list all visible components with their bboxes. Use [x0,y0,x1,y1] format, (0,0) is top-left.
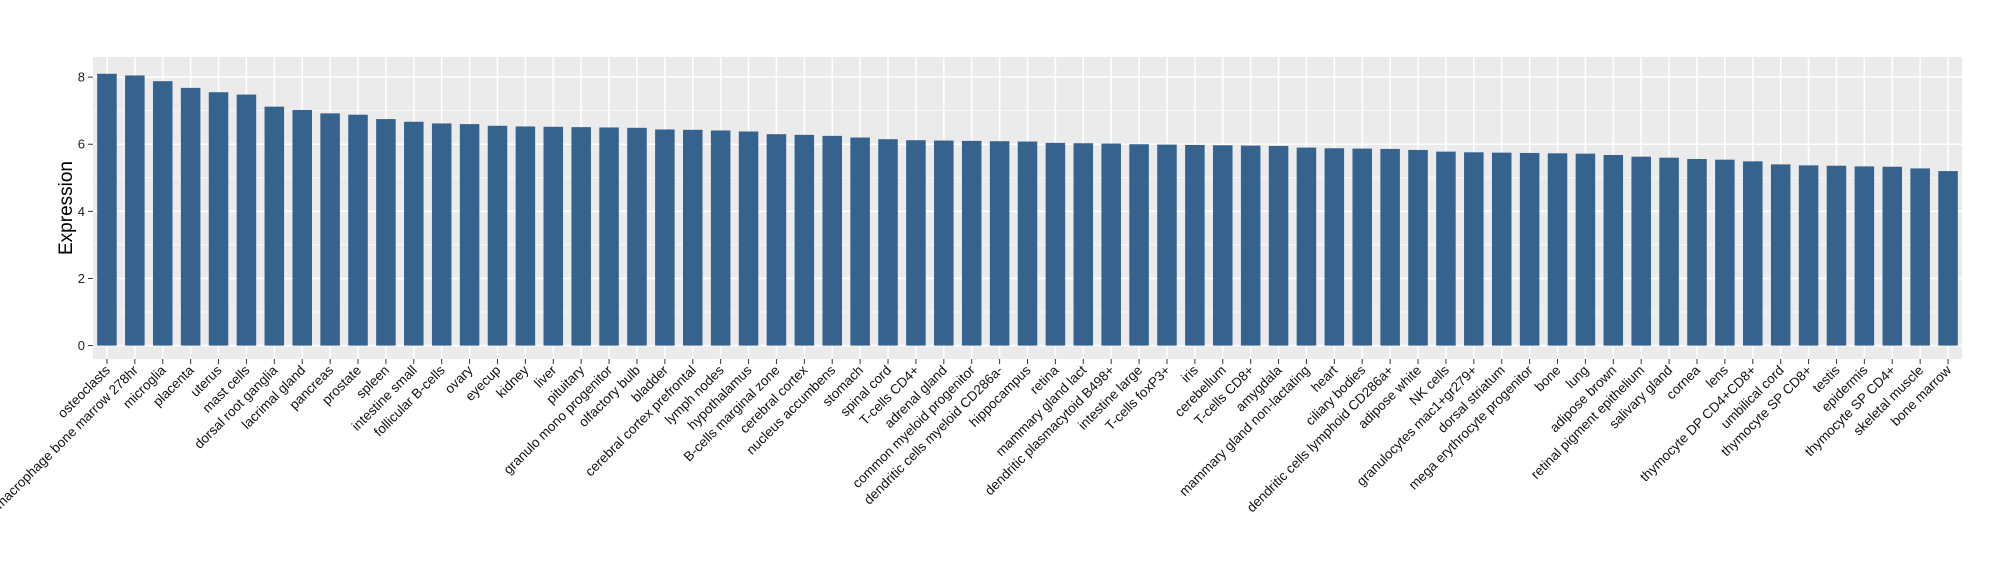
y-tick-label: 2 [78,271,85,286]
bar [1743,161,1763,346]
bar [348,114,368,346]
bar [1882,166,1903,346]
bar [961,140,982,346]
bar [1185,144,1205,346]
bar [97,73,117,346]
bar [710,130,731,346]
bar [599,127,619,346]
bar [1073,143,1094,346]
y-axis-title: Expression [56,161,77,255]
bar [1631,156,1651,346]
bar [515,126,536,346]
bar [1910,168,1930,346]
bar [152,81,173,346]
bar [1938,171,1958,346]
bars [97,73,1958,346]
bar [1045,142,1066,346]
x-tick-label: bone [1532,363,1564,395]
bar [1017,141,1038,346]
bar [1519,152,1540,346]
bar [1575,153,1596,346]
bar [1547,153,1568,346]
bar [1491,152,1512,346]
y-tick-label: 4 [78,204,85,219]
bar [655,129,675,346]
y-tick-label: 0 [78,338,85,353]
bar [822,135,842,346]
bar [208,92,229,346]
bar [1798,165,1819,346]
bar [292,110,312,346]
bar [906,140,926,346]
bar [1436,151,1456,346]
bar [320,113,340,346]
bar [236,94,257,346]
bar [1715,159,1735,346]
bar [571,127,591,346]
bar [682,129,703,346]
bar [1603,154,1624,346]
bar [989,141,1010,346]
bar [850,137,870,346]
bar [180,87,201,346]
x-tick-label: kidney [493,362,531,400]
y-tick-label: 6 [78,137,85,152]
bar [878,139,898,346]
bar [934,140,954,346]
bar [1129,144,1149,346]
bar [1464,152,1484,346]
bar [459,124,480,346]
bar [1826,165,1847,346]
bar [627,127,647,346]
bar [264,106,285,346]
bar [376,119,396,346]
bar [794,134,815,346]
bar [1659,157,1679,346]
x-tick-label: macrophage bone marrow 278hr [0,362,141,511]
bar [431,123,452,346]
bar [487,125,508,346]
bar [1324,148,1345,346]
bar [1770,164,1791,346]
bar [1380,148,1400,346]
bar [1854,166,1875,346]
bar [1101,143,1121,346]
bar [1213,145,1233,346]
bar [1157,144,1177,346]
bar [125,75,145,346]
bar [738,131,759,346]
bar [404,121,424,346]
bar [1687,159,1707,346]
bar [1352,148,1373,346]
bar [1408,149,1428,346]
y-tick-label: 8 [78,70,85,85]
bar [1268,145,1289,346]
bar [1240,145,1261,346]
bar [543,126,564,346]
y-axis: 0 2 4 6 8 [78,70,93,353]
bar [1296,147,1317,346]
bar [766,134,787,346]
